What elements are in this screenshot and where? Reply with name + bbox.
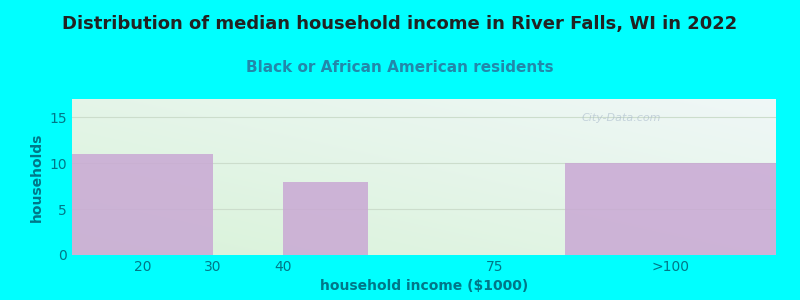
Bar — [72, 154, 213, 255]
Y-axis label: households: households — [30, 132, 44, 222]
Text: City-Data.com: City-Data.com — [582, 113, 661, 123]
X-axis label: household income ($1000): household income ($1000) — [320, 279, 528, 293]
Text: Distribution of median household income in River Falls, WI in 2022: Distribution of median household income … — [62, 15, 738, 33]
Text: Black or African American residents: Black or African American residents — [246, 60, 554, 75]
Bar — [283, 182, 368, 255]
Bar — [565, 163, 776, 255]
